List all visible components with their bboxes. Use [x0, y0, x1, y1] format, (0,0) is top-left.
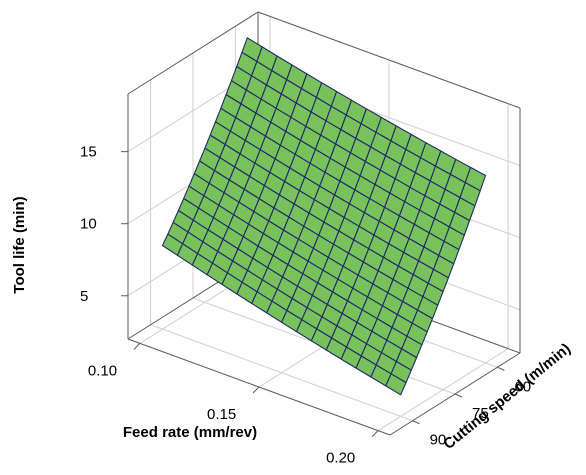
y-tick-label: 90	[430, 432, 447, 449]
axis-labels: 5 10 15 0.10 0.15 0.20 60 75 90	[80, 144, 531, 467]
x-axis-title: Feed rate (mm/rev)	[123, 424, 257, 441]
x-tick-label: 0.15	[207, 406, 236, 423]
y-tick-label: 75	[472, 405, 489, 422]
z-axis-title: Tool life (min)	[11, 196, 28, 293]
y-tick-mark	[454, 393, 463, 398]
x-tick-label: 0.20	[326, 450, 355, 467]
response-surface	[161, 37, 487, 396]
back-frame-edge	[257, 11, 521, 109]
y-tick-mark	[497, 366, 505, 371]
x-tick-mark	[133, 343, 141, 350]
x-tick-label: 0.10	[88, 362, 117, 379]
y-tick-mark	[412, 420, 420, 425]
x-tick-mark	[371, 430, 379, 437]
back-frame-edge	[127, 11, 259, 95]
floor-grid-line	[150, 324, 413, 422]
y-tick-label: 60	[514, 378, 531, 395]
chart-frame	[121, 151, 521, 437]
z-tick-label: 5	[80, 288, 88, 305]
z-tick-label: 10	[80, 216, 97, 233]
z-tick-label: 15	[80, 144, 97, 161]
surface-cell	[385, 373, 407, 396]
x-tick-mark	[252, 386, 260, 394]
